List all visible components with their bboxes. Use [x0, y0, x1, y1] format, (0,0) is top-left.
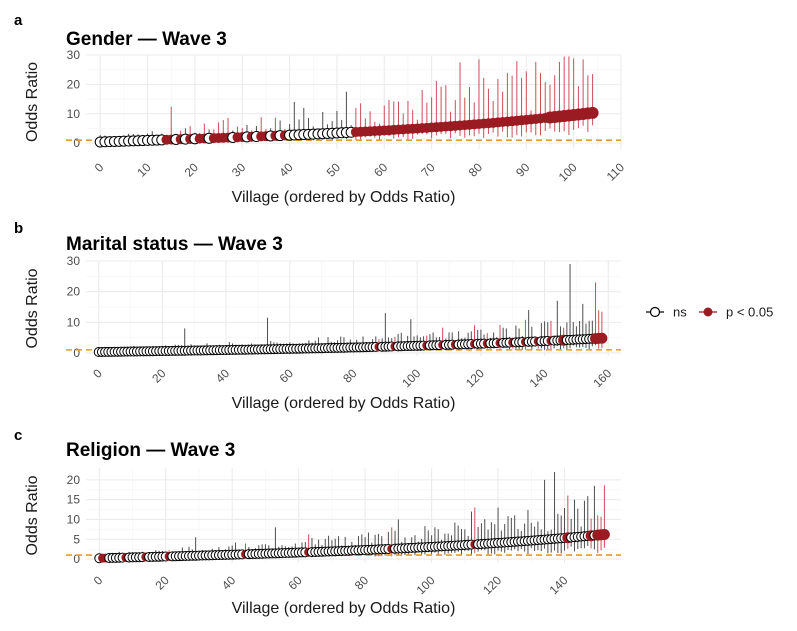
x-tick-label: 0	[90, 366, 105, 381]
x-tick-label: 70	[418, 160, 438, 180]
panel-title: Religion — Wave 3	[66, 440, 235, 461]
x-tick-label: 20	[182, 160, 202, 180]
x-tick-label: 140	[527, 366, 551, 390]
panel-letter: b	[14, 220, 23, 237]
x-tick-label: 80	[340, 366, 360, 386]
panel-title: Gender — Wave 3	[66, 29, 227, 50]
legend-ns-marker	[649, 306, 661, 318]
y-tick-label: 10	[67, 107, 81, 121]
x-tick-label: 10	[134, 160, 154, 180]
y-tick-label: 0	[73, 346, 80, 360]
y-axis-title: Odds Ratio	[24, 475, 41, 555]
x-tick-label: 60	[285, 573, 305, 593]
x-tick-label: 140	[547, 573, 571, 597]
y-tick-label: 10	[67, 315, 81, 329]
x-tick-label: 110	[604, 160, 628, 184]
y-tick-label: 20	[67, 77, 81, 91]
y-axis-title: Odds Ratio	[24, 62, 41, 142]
y-tick-label: 30	[67, 254, 81, 268]
x-tick-label: 80	[466, 160, 486, 180]
x-tick-label: 100	[556, 160, 580, 184]
x-tick-label: 20	[149, 366, 169, 386]
panel-b: b Marital status — Wave 3 0 10 20 30 0 20 40 60 80…	[14, 220, 621, 412]
x-axis-title: Village (ordered by Odds Ratio)	[232, 600, 456, 617]
legend: ns p < 0.05	[646, 305, 773, 320]
x-tick-label: 40	[219, 573, 239, 593]
x-tick-label: 40	[276, 160, 296, 180]
point-significant	[586, 106, 599, 119]
x-tick-label: 160	[590, 366, 614, 390]
point-significant	[596, 332, 608, 344]
y-tick-label: 20	[67, 473, 81, 487]
y-tick-label: 10	[67, 512, 81, 526]
x-tick-label: 100	[399, 366, 423, 390]
panel-a: a Gender — Wave 3 0 10 20 30 0 10 20 30 40 50 60 70 80…	[14, 12, 627, 206]
x-tick-label: 120	[480, 573, 504, 597]
y-tick-label: 30	[67, 48, 81, 62]
legend-item-significant: p < 0.05	[699, 305, 773, 320]
y-tick-label: 20	[67, 285, 81, 299]
points	[94, 106, 599, 148]
x-tick-label: 90	[513, 160, 533, 180]
x-tick-label: 0	[91, 573, 106, 588]
panel-letter: c	[14, 427, 22, 444]
panel-c: c Religion — Wave 3 0 5 10 15 20 0 20 40 60 80 100 12…	[14, 427, 621, 617]
x-tick-label: 50	[324, 160, 344, 180]
panel-title: Marital status — Wave 3	[66, 234, 283, 255]
legend-significant-label: p < 0.05	[726, 305, 773, 320]
x-tick-label: 30	[229, 160, 249, 180]
gridlines	[86, 260, 621, 356]
x-tick-label: 0	[92, 160, 107, 175]
legend-item-ns: ns	[646, 305, 687, 320]
x-tick-label: 100	[414, 573, 438, 597]
x-tick-label: 60	[371, 160, 391, 180]
legend-significant-marker	[703, 307, 713, 317]
points	[93, 332, 608, 358]
x-axis-title: Village (ordered by Odds Ratio)	[232, 189, 456, 206]
x-tick-label: 20	[153, 573, 173, 593]
y-tick-label: 0	[73, 136, 80, 150]
x-tick-label: 80	[352, 573, 372, 593]
y-tick-label: 0	[73, 552, 80, 566]
y-tick-label: 5	[73, 532, 80, 546]
y-axis-title: Odds Ratio	[24, 268, 41, 348]
points	[94, 529, 610, 564]
x-tick-label: 40	[213, 366, 233, 386]
x-tick-label: 120	[463, 366, 487, 390]
panel-letter: a	[14, 12, 23, 29]
legend-ns-label: ns	[673, 305, 687, 320]
x-tick-label: 60	[277, 366, 297, 386]
point-significant	[598, 529, 610, 540]
x-axis-title: Village (ordered by Odds Ratio)	[232, 395, 456, 412]
y-tick-label: 15	[67, 493, 81, 507]
